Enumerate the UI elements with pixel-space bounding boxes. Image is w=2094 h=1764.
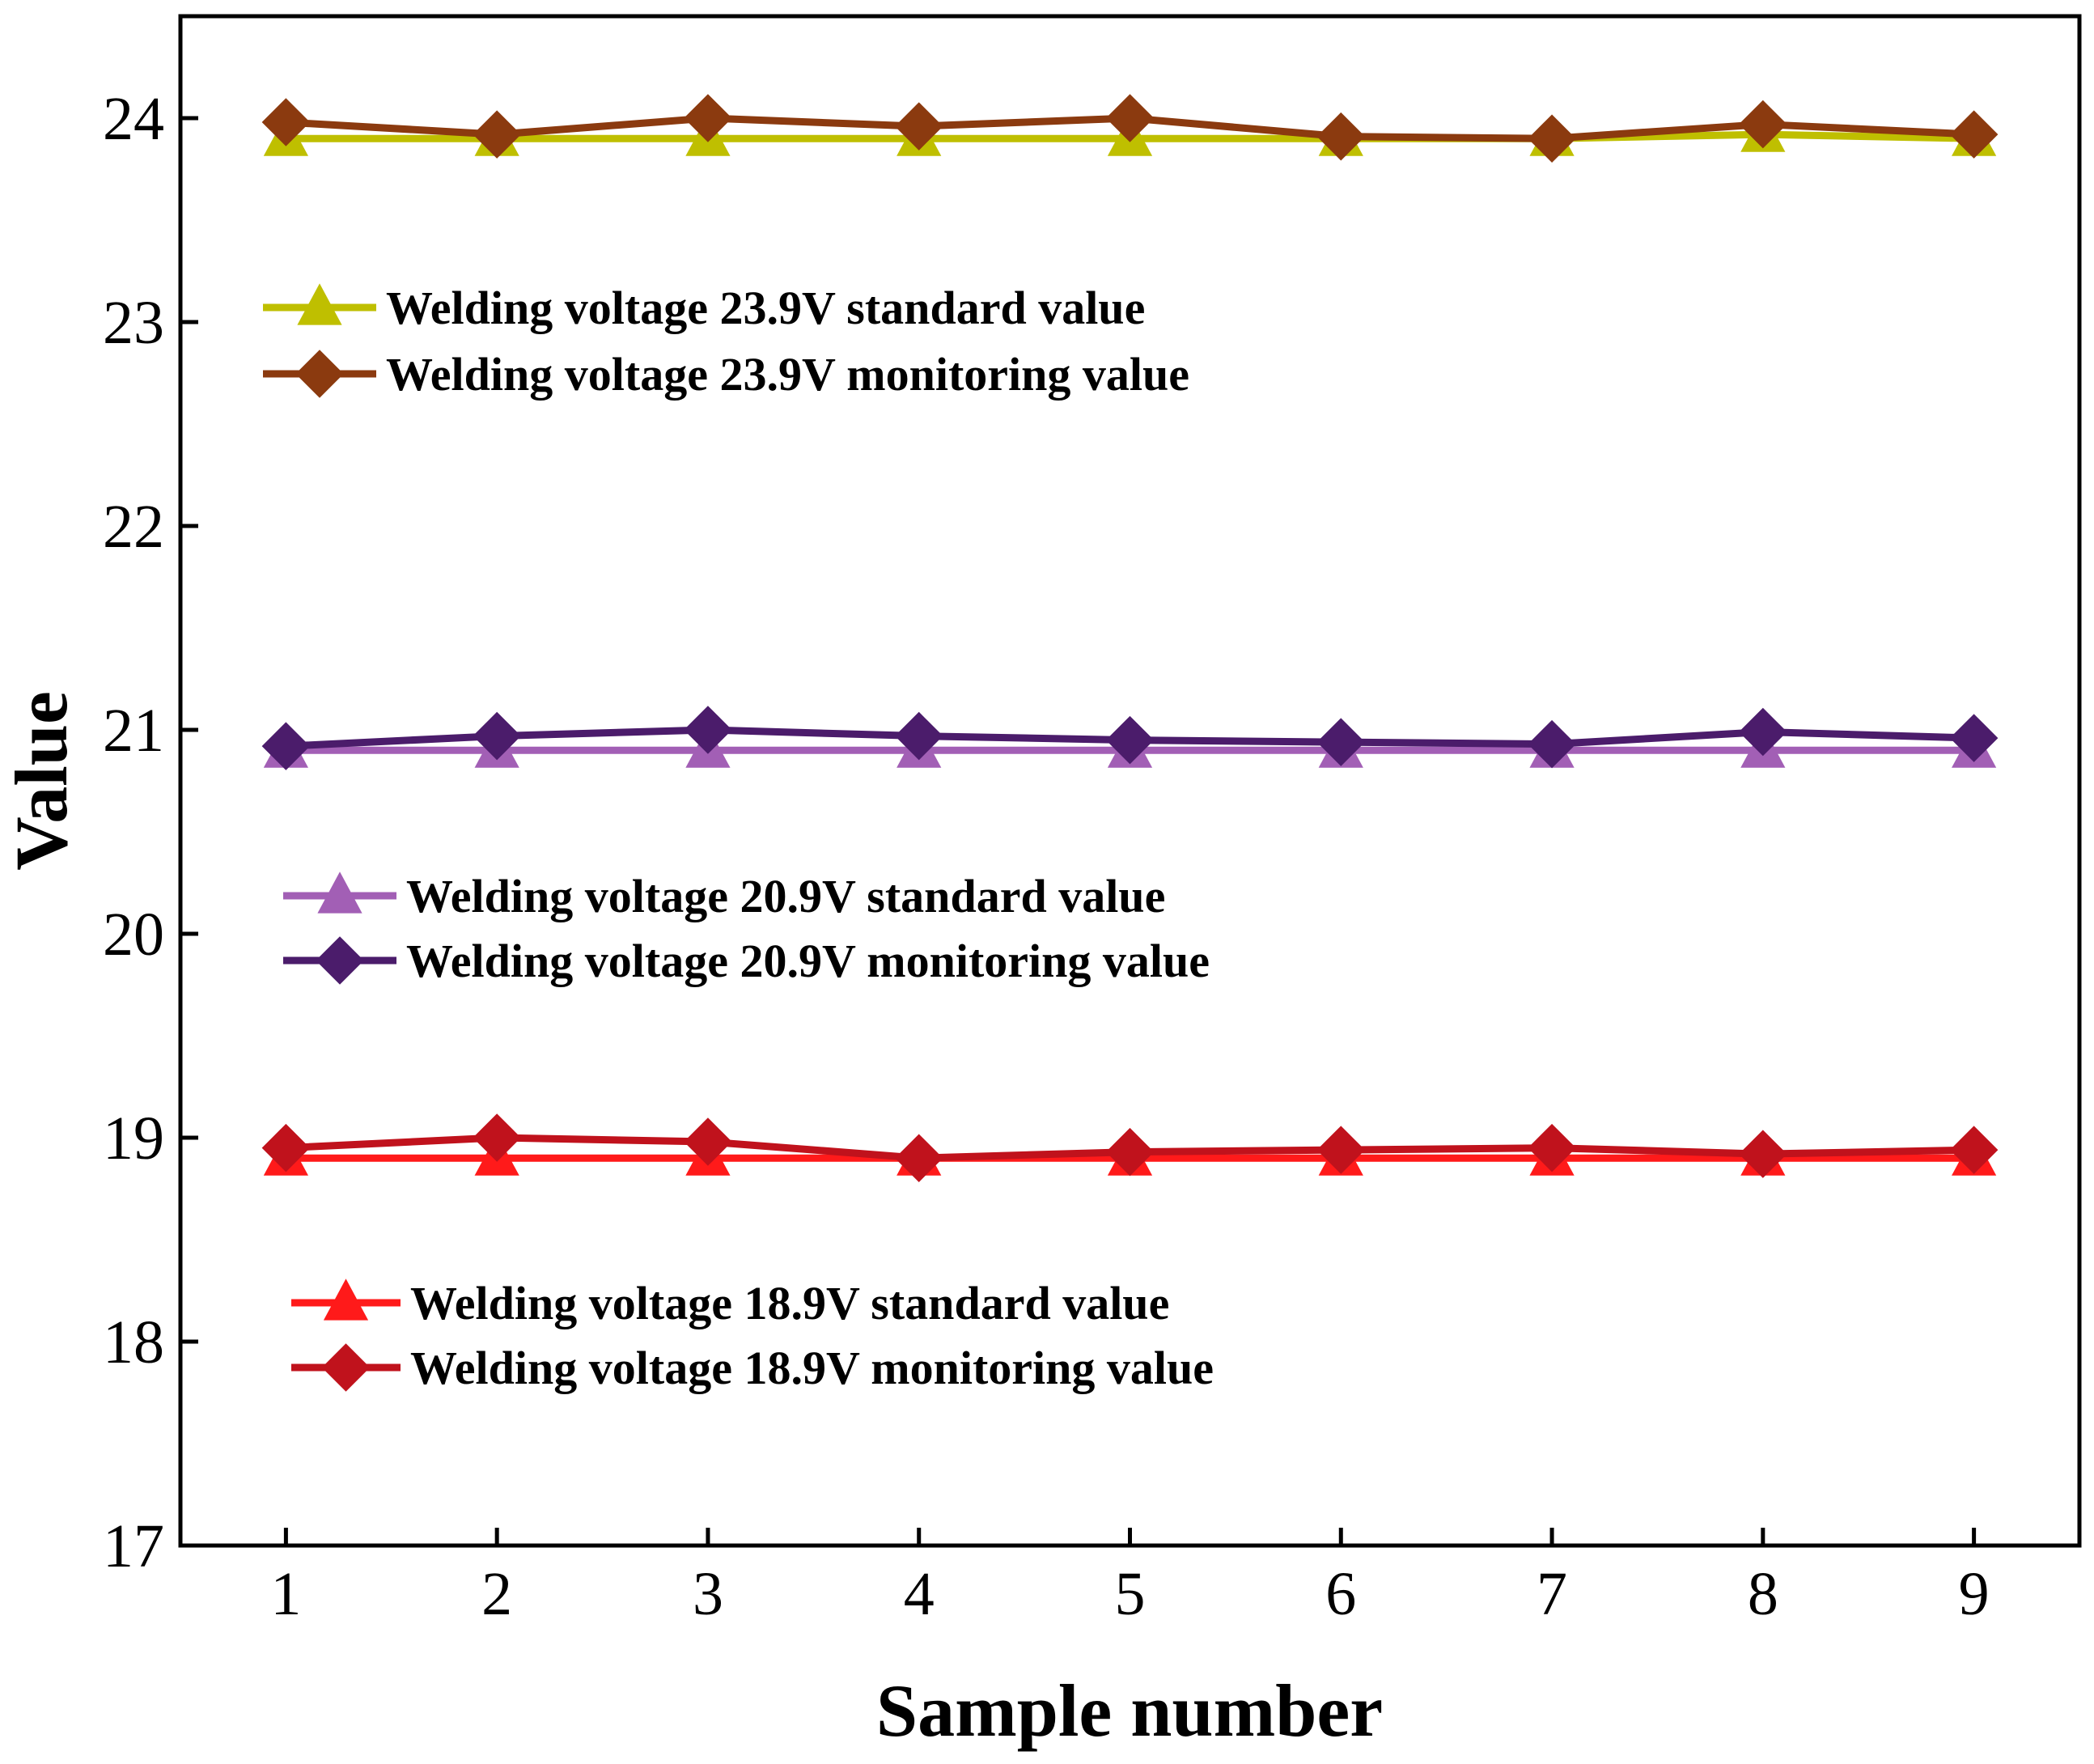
x-tick-label: 4 (904, 1560, 935, 1628)
data-point (1316, 718, 1366, 766)
y-axis-title: Value (0, 691, 83, 871)
y-tick-label: 22 (103, 493, 164, 561)
legend-marker (316, 936, 364, 985)
legend-label: Welding voltage 23.9V standard value (386, 282, 1145, 334)
data-point (1316, 1126, 1366, 1174)
data-point (1949, 714, 1999, 762)
data-point (894, 102, 943, 151)
data-point (684, 94, 732, 142)
data-point (1739, 707, 1787, 757)
y-axis-ticks: 17 18 19 20 21 22 23 24 (103, 85, 198, 1580)
data-point (261, 722, 311, 770)
legend-label: Welding voltage 20.9V standard value (406, 870, 1165, 922)
legend-1: Welding voltage 23.9V standard value Weld… (263, 282, 1189, 401)
x-tick-label: 5 (1115, 1560, 1146, 1628)
data-point (1528, 719, 1576, 769)
legend-marker (295, 350, 344, 398)
x-tick-label: 3 (693, 1560, 723, 1628)
y-tick-label: 24 (103, 85, 164, 153)
x-axis-title: Sample number (876, 1669, 1383, 1752)
data-point (894, 711, 943, 761)
y-tick-label: 21 (103, 697, 164, 765)
y-tick-label: 18 (103, 1308, 164, 1376)
legend-2: Welding voltage 20.9V standard value Weld… (283, 870, 1210, 987)
x-tick-label: 6 (1325, 1560, 1356, 1628)
legend-3: Welding voltage 18.9V standard value Weld… (291, 1277, 1214, 1394)
legend-marker (321, 1343, 371, 1392)
legend-marker (323, 1278, 369, 1321)
data-point (261, 1123, 311, 1172)
data-point (261, 98, 311, 146)
data-point (1528, 114, 1576, 163)
legend-layer: Welding voltage 23.9V standard value Weld… (263, 282, 1214, 1394)
x-tick-label: 8 (1748, 1560, 1778, 1628)
legend-label: Welding voltage 23.9V monitoring value (386, 348, 1189, 401)
data-point (1105, 94, 1155, 142)
series-4 (261, 706, 1999, 770)
x-tick-label: 1 (270, 1560, 301, 1628)
x-tick-label: 7 (1537, 1560, 1567, 1628)
data-point (1739, 100, 1787, 149)
data-point (1949, 110, 1999, 159)
x-axis-ticks: 1 2 3 4 5 6 7 8 9 (270, 1528, 1990, 1628)
legend-marker (297, 283, 342, 325)
y-tick-label: 17 (103, 1512, 164, 1580)
data-point (1528, 1123, 1576, 1172)
legend-label: Welding voltage 18.9V monitoring value (410, 1342, 1214, 1394)
data-point (894, 1134, 943, 1182)
data-point (1316, 112, 1366, 161)
legend-label: Welding voltage 18.9V standard value (410, 1277, 1169, 1329)
x-tick-label: 2 (481, 1560, 512, 1628)
data-point (1949, 1126, 1999, 1174)
data-point (473, 110, 521, 159)
data-point (1739, 1130, 1787, 1178)
x-tick-label: 9 (1959, 1560, 1990, 1628)
y-tick-label: 23 (103, 289, 164, 357)
legend-marker (317, 871, 362, 914)
data-point (473, 1113, 521, 1162)
data-point (684, 1117, 732, 1166)
series-6 (261, 1113, 1999, 1182)
legend-label: Welding voltage 20.9V monitoring value (406, 935, 1210, 987)
data-point (684, 706, 732, 754)
data-point (1105, 1127, 1155, 1177)
y-tick-label: 20 (103, 901, 164, 969)
data-point (473, 711, 521, 761)
y-tick-label: 19 (103, 1105, 164, 1172)
data-point (1105, 715, 1155, 765)
series-2 (261, 94, 1999, 163)
series-layer (261, 94, 1999, 1182)
